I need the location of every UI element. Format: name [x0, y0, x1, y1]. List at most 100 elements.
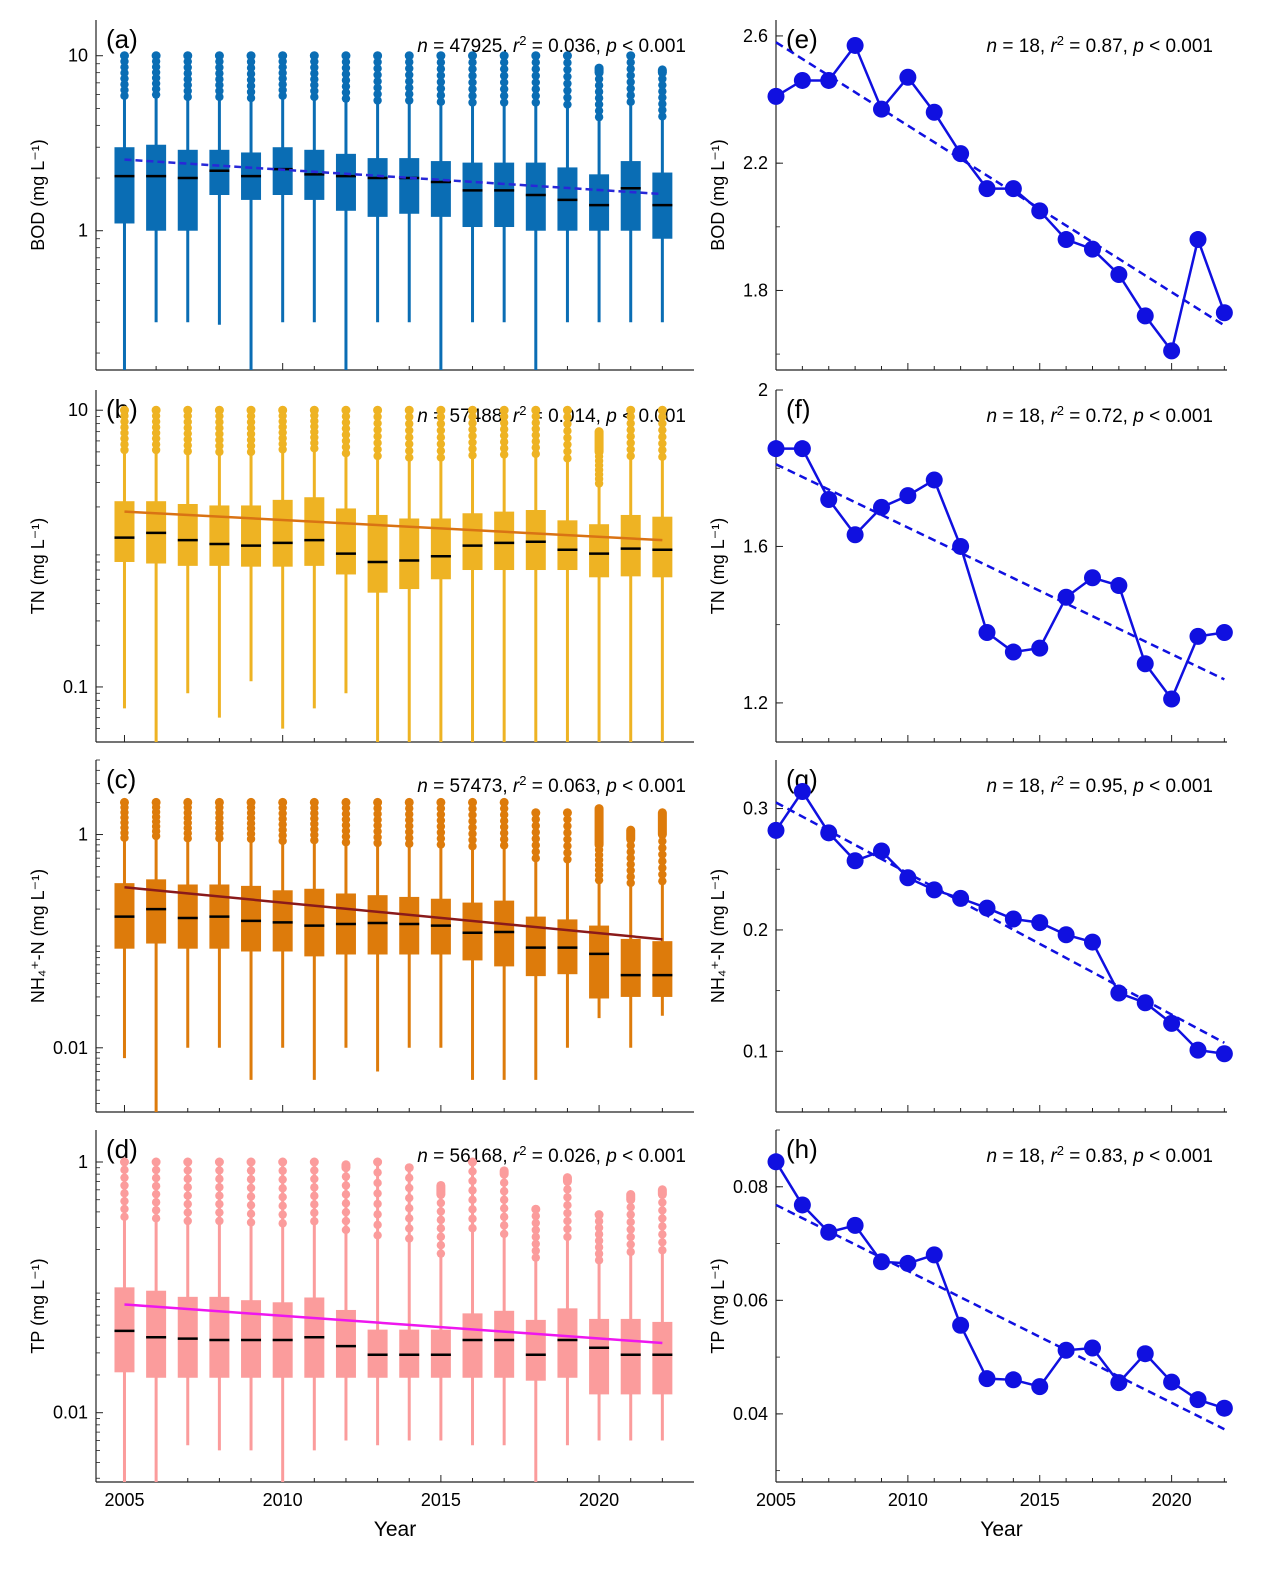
outlier-point — [499, 437, 509, 447]
stat-part: 2 — [519, 403, 526, 418]
outlier-point — [468, 810, 477, 820]
outlier-point — [405, 815, 414, 825]
trend-line — [124, 510, 663, 542]
outlier-point — [183, 411, 192, 421]
outlier-point — [531, 1232, 540, 1242]
outlier-point — [405, 419, 414, 428]
outlier-point — [405, 83, 414, 92]
box-2020 — [589, 427, 610, 742]
box-2020 — [589, 1210, 610, 1441]
outlier-point — [373, 70, 382, 80]
outlier-point — [436, 446, 446, 456]
outlier-point — [183, 447, 192, 456]
box-2005 — [114, 405, 135, 709]
box-2013 — [367, 1157, 388, 1446]
panel-f: 1.2 1.6 2 TN (mg L⁻¹) (f) n = 18, r2 = 0.72, … — [708, 380, 1233, 743]
outlier-point — [246, 1218, 256, 1227]
outlier-point — [246, 93, 256, 103]
outlier-point — [246, 447, 256, 457]
outlier-point — [215, 423, 224, 433]
outlier-point — [405, 51, 414, 60]
box-2015 — [430, 1180, 451, 1441]
data-point — [820, 491, 838, 509]
outlier-point — [183, 80, 192, 90]
box-2017 — [494, 405, 515, 742]
y-tick-label: 10 — [68, 46, 88, 66]
box-iqr — [462, 1313, 483, 1378]
data-point — [1110, 266, 1128, 284]
outlier-point — [215, 80, 224, 90]
outlier-point — [215, 51, 224, 60]
data-point — [925, 471, 943, 489]
outlier-point — [626, 847, 635, 857]
outlier-point — [468, 804, 477, 813]
outlier-point — [215, 1174, 224, 1184]
stat-part: p — [1132, 776, 1144, 797]
outlier-point — [310, 1191, 319, 1201]
outlier-point — [658, 99, 667, 109]
outlier-point — [468, 1195, 477, 1205]
box-iqr — [462, 513, 483, 571]
outlier-point — [499, 450, 509, 459]
stat-part: < 0.001 — [617, 776, 686, 797]
outlier-point — [563, 79, 572, 88]
outlier-point — [405, 64, 414, 73]
x-tick-label: 2020 — [579, 1490, 619, 1510]
x-axis-label: Year — [374, 1518, 416, 1541]
stat-text: n = 18, r2 = 0.83, p < 0.001 — [987, 1143, 1213, 1168]
outlier-point — [594, 1230, 604, 1239]
stat-part: p — [605, 776, 617, 797]
outlier-point — [531, 51, 540, 60]
outlier-point — [183, 1216, 192, 1226]
outlier-point — [215, 57, 224, 66]
data-point — [1163, 1014, 1181, 1032]
y-tick-label: 1.8 — [743, 280, 768, 300]
outlier-point — [563, 100, 572, 109]
stat-part: = 0.87, — [1064, 36, 1133, 57]
outlier-point — [594, 1223, 604, 1232]
outlier-point — [341, 430, 351, 439]
outlier-point — [310, 1166, 319, 1175]
outlier-point — [626, 1217, 635, 1227]
outlier-point — [468, 78, 477, 87]
outlier-point — [658, 87, 667, 96]
stat-part: 2 — [1057, 773, 1064, 788]
outlier-point — [531, 1211, 540, 1221]
outlier-point — [499, 810, 509, 819]
outlier-point — [563, 58, 572, 67]
outlier-point — [468, 1186, 477, 1195]
outlier-point — [468, 451, 477, 460]
outlier-point — [341, 57, 351, 67]
box-iqr — [462, 162, 483, 228]
outlier-point — [405, 1193, 414, 1203]
outlier-point — [436, 822, 446, 831]
outlier-point — [246, 1200, 256, 1210]
outlier-point — [468, 91, 477, 101]
box-iqr — [525, 1319, 546, 1381]
data-point — [1215, 623, 1233, 641]
box-iqr — [620, 514, 641, 577]
outlier-point — [499, 406, 509, 415]
outlier-point — [468, 418, 477, 428]
outlier-point — [563, 406, 572, 415]
outlier-point — [215, 69, 224, 78]
box-iqr — [367, 895, 388, 955]
box-iqr — [209, 505, 230, 566]
outlier-point — [436, 64, 446, 74]
outlier-point — [373, 798, 382, 807]
outlier-point — [658, 843, 667, 853]
outlier-point — [658, 425, 667, 435]
outlier-point — [531, 815, 540, 824]
outlier-point — [373, 51, 382, 60]
outlier-point — [436, 77, 446, 87]
outlier-point — [405, 1183, 414, 1193]
y-tick-label: 0.1 — [743, 1041, 768, 1061]
outlier-point — [405, 1234, 414, 1243]
box-iqr — [589, 925, 610, 999]
data-point — [1215, 1045, 1233, 1063]
x-axis-label: Year — [980, 1518, 1022, 1541]
outlier-point — [531, 64, 540, 74]
data-point — [978, 623, 996, 641]
outlier-point — [373, 1178, 382, 1188]
